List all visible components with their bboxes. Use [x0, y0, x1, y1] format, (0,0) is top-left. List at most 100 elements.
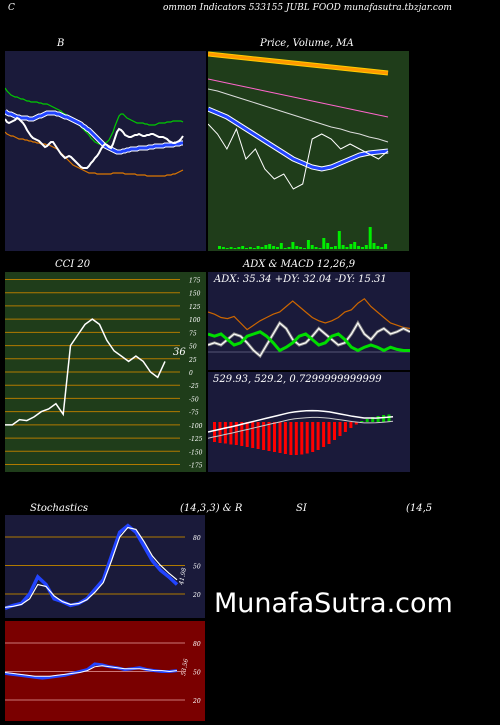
macd-histogram-bar	[262, 422, 266, 450]
volume-bar	[287, 247, 291, 249]
macd-histogram-bar	[256, 422, 260, 449]
price-panel	[208, 51, 409, 251]
adx-info: ADX: 35.34 +DY: 32.04 -DY: 15.31	[214, 274, 387, 285]
macd-histogram-bar	[289, 422, 293, 455]
boll-price-line	[5, 116, 184, 169]
rsi-tick-label: 80	[193, 641, 201, 648]
macd-histogram-bar	[327, 422, 331, 444]
macd-histogram-bar	[371, 417, 375, 422]
bollinger-title: B	[57, 38, 65, 49]
rsi-tick-label: 20	[192, 698, 201, 705]
volume-bar	[384, 244, 388, 249]
volume-bar	[221, 247, 225, 249]
adx-panel: ADX: 35.34 +DY: 32.04 -DY: 15.31	[208, 272, 410, 370]
cci-value-label: 36	[173, 347, 186, 358]
macd-histogram-bar	[300, 422, 304, 455]
stoch-tick-label: 80	[193, 535, 201, 542]
cci-tick-label: -175	[189, 463, 203, 470]
boll-lower-line	[5, 131, 184, 177]
volume-bar	[376, 246, 380, 249]
volume-bar	[237, 247, 241, 249]
volume-bar	[299, 247, 303, 249]
price-ma-pink-line	[208, 78, 389, 118]
cci-tick-label: -125	[189, 436, 203, 443]
cci-tick-label: 100	[189, 317, 201, 324]
stoch-params: (14,3,3) & R	[180, 503, 243, 514]
volume-bar	[337, 231, 341, 249]
cci-tick-label: -100	[189, 423, 203, 430]
header-left: C	[8, 3, 15, 13]
cci-tick-label: 125	[189, 304, 201, 311]
macd-histogram-bar	[294, 422, 298, 455]
volume-bar	[357, 246, 361, 249]
macd-histogram-bar	[365, 419, 369, 422]
volume-bar	[276, 247, 279, 249]
volume-bar	[245, 248, 248, 249]
macd-histogram-bar	[218, 422, 222, 443]
adx-adx-line	[208, 298, 410, 331]
macd-histogram-bar	[338, 422, 342, 436]
macd-histogram-bar	[333, 422, 336, 440]
cci-tick-label: 50	[189, 344, 197, 351]
volume-bar	[283, 248, 287, 249]
cci-tick-label: -150	[189, 449, 203, 456]
macd-chart	[208, 409, 394, 455]
stochastics-chart: 80 50 20 41.98	[5, 523, 201, 610]
macd-histogram-bar	[278, 422, 282, 453]
stoch-d-line	[5, 526, 178, 608]
cci-tick-label: 75	[189, 330, 197, 337]
volume-bar	[272, 246, 276, 249]
volume-bar	[256, 246, 260, 249]
volume-bar	[303, 248, 306, 249]
cci-title: CCI 20	[55, 259, 91, 270]
volume-bar	[291, 242, 295, 249]
boll-middle-line	[5, 109, 183, 154]
rsi-chart: 80 50 20 53.56	[5, 641, 201, 705]
adx-plus-di-line	[208, 321, 410, 357]
rsi-rsi-ma-line	[5, 665, 178, 677]
boll-upper-line	[5, 87, 184, 145]
cci-panel: 175 150 125 100 75 50 25 0 -25 -50 -75 -100 -125 -150…	[5, 272, 206, 472]
macd-histogram-bar	[376, 416, 380, 422]
macd-histogram-bar	[251, 422, 255, 448]
volume-bar	[252, 248, 256, 249]
macd-histogram-bar	[387, 414, 391, 422]
price-ma-blue-line	[208, 107, 389, 171]
price-chart	[208, 51, 389, 249]
macd-signal-line	[208, 416, 394, 439]
macd-histogram-bar	[283, 422, 287, 454]
stoch-title: Stochastics	[30, 503, 88, 514]
bollinger-panel	[5, 51, 206, 251]
volume-bar	[380, 247, 384, 249]
volume-bar	[353, 242, 357, 249]
cci-tick-label: -75	[189, 410, 199, 417]
macd-histogram-bar	[267, 422, 271, 451]
macd-histogram-bar	[354, 422, 358, 425]
rsi-params: (14,5	[406, 503, 433, 514]
volume-bar	[268, 244, 272, 249]
volume-bar	[322, 238, 326, 249]
volume-bar	[279, 243, 283, 249]
macd-info: 529.93, 529.2, 0.7299999999999	[213, 374, 382, 385]
cci-tick-label: 25	[188, 357, 197, 364]
volume-bar	[233, 248, 237, 249]
volume-bar	[295, 246, 299, 249]
volume-bar	[364, 245, 368, 249]
macd-histogram-bar	[223, 422, 227, 444]
macd-line	[208, 409, 394, 433]
macd-histogram-bar	[322, 422, 326, 447]
cci-chart: 175 150 125 100 75 50 25 0 -25 -50 -75 -100 -125 -150…	[5, 278, 203, 470]
macd-histogram-bar	[213, 422, 216, 442]
macd-histogram-bar	[316, 422, 320, 450]
volume-bar	[349, 244, 353, 249]
volume-bar	[306, 240, 310, 249]
volume-bar	[314, 247, 318, 249]
macd-histogram-bar	[305, 422, 309, 454]
adx-macd-title: ADX & MACD 12,26,9	[243, 259, 356, 270]
adx-chart	[208, 298, 410, 359]
volume-bar	[264, 245, 268, 249]
volume-bar	[341, 245, 345, 249]
cci-tick-label: 150	[189, 291, 201, 298]
cci-line	[5, 318, 166, 426]
header-title: ommon Indicators 533155 JUBL FOOD munafa…	[163, 3, 452, 13]
